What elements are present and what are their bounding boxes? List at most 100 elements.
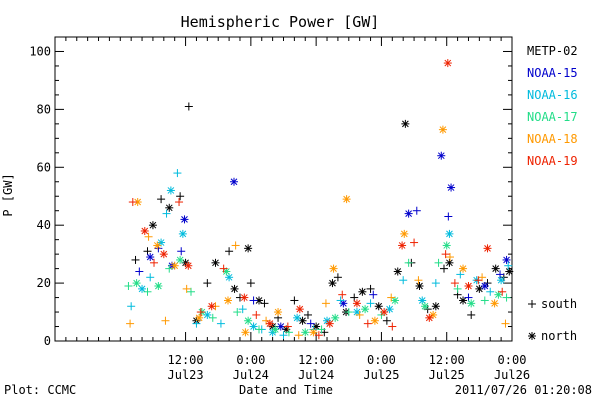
- x-tick-time-label: 12:00: [168, 353, 204, 367]
- south-plus-marker: [157, 195, 166, 204]
- series-legend: METP-02 NOAA-15 NOAA-16 NOAA-17 NOAA-18 NOAA-…: [527, 44, 578, 168]
- north-star-marker: [490, 299, 499, 308]
- north-star-marker: [153, 241, 162, 250]
- x-tick-time-label: 12:00: [298, 353, 334, 367]
- south-plus-marker: [203, 279, 212, 288]
- south-plus-marker: [501, 319, 510, 328]
- north-star-marker: [358, 287, 367, 296]
- south-plus-marker: [439, 264, 448, 273]
- north-star-marker: [420, 302, 429, 311]
- north-star-marker: [265, 319, 274, 328]
- south-plus-marker: [208, 313, 217, 322]
- north-star-marker: [352, 299, 361, 308]
- x-tick-time-label: 0:00: [367, 353, 396, 367]
- south-plus-marker: [314, 331, 323, 340]
- south-plus-marker: [504, 261, 513, 270]
- north-star-marker: [240, 293, 249, 302]
- south-plus-marker: [219, 264, 228, 273]
- north-star-marker: [271, 325, 280, 334]
- x-axis-ticks: 12:00Jul230:00Jul2412:00Jul240:00Jul2512…: [54, 37, 530, 382]
- south-plus-marker: [173, 169, 182, 178]
- south-plus-marker: [255, 325, 264, 334]
- north-star-marker: [157, 238, 166, 247]
- y-axis-label: P [GW]: [1, 173, 15, 216]
- south-plus-marker: [233, 308, 242, 317]
- south-plus-marker: [414, 276, 423, 285]
- legend-entry: NOAA-15: [527, 66, 578, 80]
- south-plus-marker: [431, 279, 440, 288]
- south-plus-marker: [279, 331, 288, 340]
- y-tick-label: 80: [37, 102, 51, 116]
- south-plus-marker: [175, 198, 184, 207]
- south-plus-marker: [135, 267, 144, 276]
- south-plus-marker: [176, 192, 185, 201]
- south-plus-marker: [445, 253, 454, 262]
- south-plus-marker: [284, 328, 293, 337]
- north-star-marker: [146, 253, 155, 262]
- north-star-marker: [438, 125, 447, 134]
- south-plus-marker: [453, 284, 462, 293]
- x-tick-time-label: 12:00: [429, 353, 465, 367]
- south-plus-marker: [486, 287, 495, 296]
- y-axis-ticks: 0 20 40 60 80 100: [29, 36, 512, 348]
- north-star-marker: [325, 319, 334, 328]
- south-plus-marker: [344, 308, 353, 317]
- y-tick-label: 100: [29, 44, 51, 58]
- south-plus-marker: [283, 322, 292, 331]
- north-star-marker: [445, 258, 454, 267]
- south-plus-marker: [399, 276, 408, 285]
- south-plus-marker: [363, 319, 372, 328]
- north-star-marker: [241, 328, 250, 337]
- south-plus-marker: [450, 279, 459, 288]
- north-star-marker: [342, 195, 351, 204]
- south-plus-marker: [366, 284, 375, 293]
- south-plus-marker: [127, 302, 136, 311]
- north-star-marker: [148, 221, 157, 230]
- north-star-marker: [132, 279, 141, 288]
- series-noaa-15: [135, 151, 511, 331]
- north-star-marker: [431, 302, 440, 311]
- north-star-marker: [140, 226, 149, 235]
- south-plus-marker: [249, 296, 258, 305]
- north-star-marker: [224, 296, 233, 305]
- south-plus-marker: [182, 284, 191, 293]
- symbol-legend-label: south: [541, 297, 577, 311]
- south-plus-marker: [441, 250, 450, 259]
- south-plus-marker: [306, 319, 315, 328]
- north-star-marker: [159, 250, 168, 259]
- series-noaa-16: [127, 169, 513, 340]
- north-star-marker: [230, 284, 239, 293]
- north-star-marker: [491, 264, 500, 273]
- north-star-marker: [138, 284, 147, 293]
- north-star-marker: [442, 241, 451, 250]
- south-plus-marker: [231, 241, 240, 250]
- north-star-marker: [447, 183, 456, 192]
- chart-title: Hemispheric Power [GW]: [181, 13, 380, 31]
- north-star-marker: [229, 177, 238, 186]
- south-plus-marker: [467, 310, 476, 319]
- north-star-marker: [445, 229, 454, 238]
- north-star-marker: [459, 264, 468, 273]
- south-plus-marker: [246, 279, 255, 288]
- series-metp-02: [131, 102, 514, 337]
- footer-plot-credit: Plot: CCMC: [4, 383, 76, 397]
- south-plus-marker: [387, 293, 396, 302]
- south-plus-marker: [225, 247, 234, 256]
- north-star-marker: [328, 279, 337, 288]
- y-tick-label: 60: [37, 160, 51, 174]
- south-plus-marker: [162, 209, 171, 218]
- south-plus-marker: [480, 296, 489, 305]
- north-star-marker: [374, 302, 383, 311]
- north-star-marker: [404, 209, 413, 218]
- south-plus-marker: [216, 319, 225, 328]
- north-star-marker: [154, 281, 163, 290]
- north-star-marker: [211, 258, 220, 267]
- south-plus-marker: [366, 299, 375, 308]
- north-star-marker: [298, 316, 307, 325]
- south-plus-marker: [303, 310, 312, 319]
- symbol-legend-label: north: [541, 329, 577, 343]
- footer-timestamp: 2011/07/26 01:20:08: [455, 383, 592, 397]
- north-star-marker: [195, 313, 204, 322]
- south-plus-marker: [252, 310, 261, 319]
- south-plus-marker: [474, 276, 483, 285]
